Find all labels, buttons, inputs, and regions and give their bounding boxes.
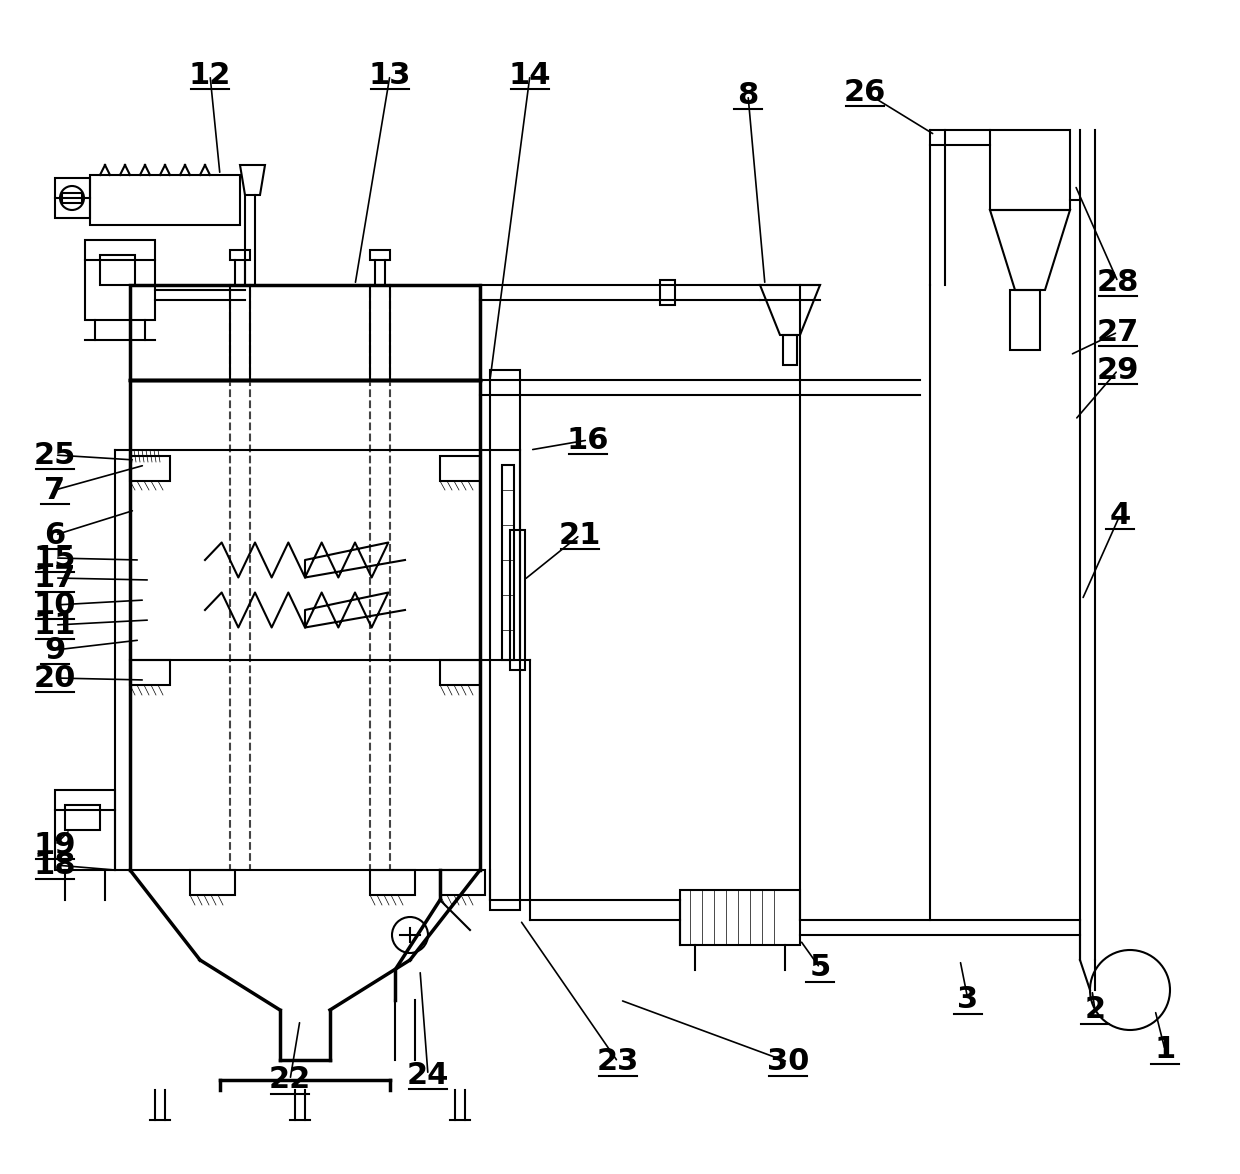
Text: 7: 7: [45, 475, 66, 505]
Bar: [62, 193, 82, 203]
Bar: [440, 660, 480, 684]
Text: 20: 20: [33, 663, 76, 693]
Bar: [229, 250, 250, 259]
Text: 2: 2: [1085, 996, 1106, 1025]
Text: 25: 25: [33, 440, 76, 470]
Bar: [55, 790, 115, 870]
Bar: [370, 870, 415, 895]
Bar: [440, 456, 480, 481]
Bar: [510, 529, 525, 670]
Bar: [502, 465, 515, 660]
Bar: [86, 239, 155, 321]
Text: 22: 22: [269, 1066, 311, 1094]
Bar: [782, 335, 797, 365]
Bar: [1011, 290, 1040, 350]
Text: 26: 26: [843, 77, 887, 107]
Text: 6: 6: [45, 520, 66, 549]
Text: 27: 27: [1097, 317, 1140, 346]
Bar: [370, 250, 391, 259]
Text: 11: 11: [33, 610, 76, 640]
Bar: [130, 456, 170, 481]
Bar: [660, 281, 675, 305]
Text: 15: 15: [33, 544, 76, 573]
Text: 13: 13: [368, 61, 412, 89]
Text: 30: 30: [766, 1047, 810, 1077]
Text: 12: 12: [188, 61, 231, 89]
Text: 21: 21: [559, 520, 601, 549]
Text: 16: 16: [567, 425, 609, 454]
Text: 23: 23: [596, 1047, 639, 1077]
Bar: [130, 660, 170, 684]
Bar: [490, 370, 520, 910]
Text: 18: 18: [33, 850, 76, 879]
Text: 28: 28: [1097, 268, 1140, 297]
Text: 3: 3: [957, 985, 978, 1014]
Text: 14: 14: [508, 61, 552, 89]
Text: 24: 24: [407, 1060, 449, 1089]
Text: 5: 5: [810, 953, 831, 983]
Text: 4: 4: [1110, 500, 1131, 529]
Text: 10: 10: [33, 591, 76, 620]
Text: 29: 29: [1096, 356, 1140, 385]
Bar: [680, 890, 800, 945]
Text: 17: 17: [33, 564, 76, 593]
Bar: [64, 805, 100, 830]
Bar: [130, 285, 480, 380]
Bar: [440, 870, 485, 895]
Text: 19: 19: [33, 830, 77, 859]
Bar: [990, 130, 1070, 210]
Text: 1: 1: [1154, 1035, 1176, 1065]
Bar: [100, 255, 135, 285]
Text: 9: 9: [45, 635, 66, 664]
Bar: [55, 178, 91, 218]
Text: 8: 8: [738, 81, 759, 109]
Bar: [190, 870, 236, 895]
Bar: [91, 175, 241, 225]
